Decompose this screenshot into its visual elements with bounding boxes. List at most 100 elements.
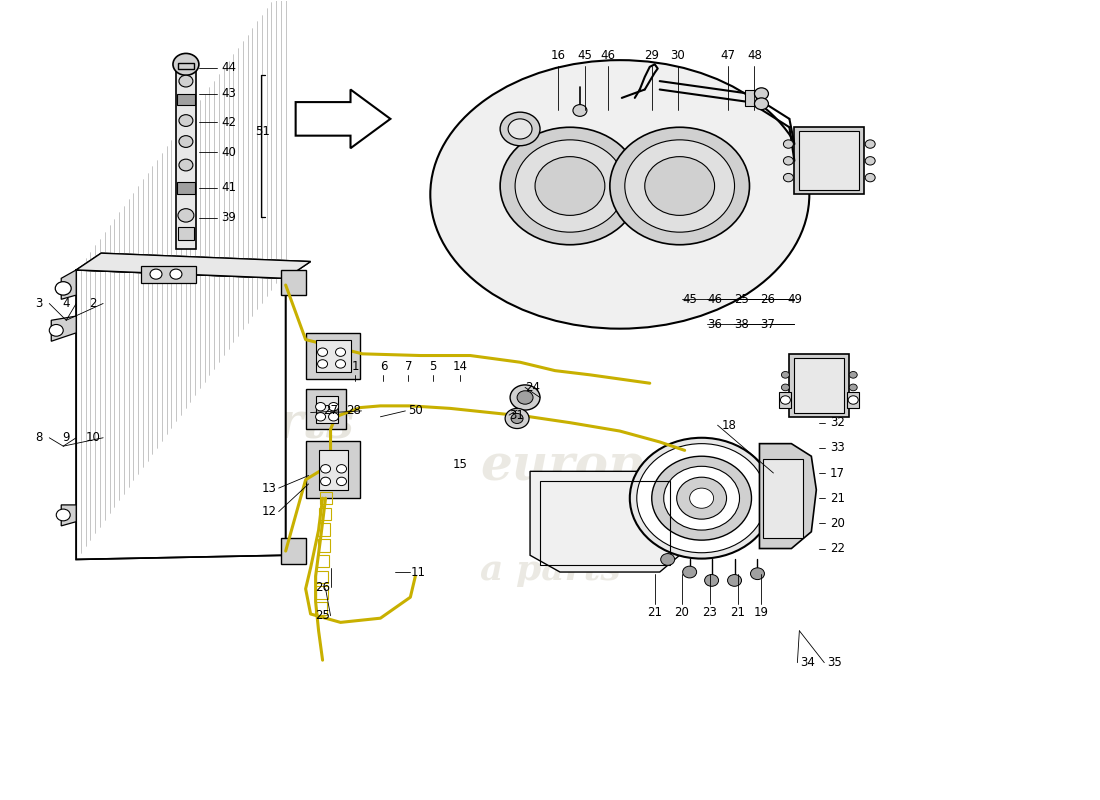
Bar — [319, 450, 348, 490]
Circle shape — [170, 269, 182, 279]
Text: 43: 43 — [221, 87, 236, 100]
Text: 20: 20 — [829, 517, 845, 530]
Text: 5: 5 — [430, 360, 437, 373]
Text: 38: 38 — [734, 318, 749, 331]
Bar — [316, 602, 327, 614]
Circle shape — [849, 371, 857, 378]
Text: 40: 40 — [221, 146, 236, 159]
Text: 23: 23 — [702, 606, 717, 619]
Circle shape — [500, 112, 540, 146]
Bar — [176, 64, 196, 249]
Bar — [280, 538, 306, 564]
Circle shape — [750, 568, 764, 579]
Circle shape — [676, 478, 727, 519]
Text: 37: 37 — [760, 318, 774, 331]
Circle shape — [179, 75, 192, 87]
Circle shape — [683, 566, 696, 578]
Bar — [306, 333, 361, 379]
Circle shape — [780, 396, 791, 404]
Circle shape — [651, 456, 751, 540]
Circle shape — [727, 574, 741, 586]
Text: 42: 42 — [221, 116, 236, 129]
Bar — [177, 94, 195, 106]
Circle shape — [515, 140, 625, 232]
Text: 30: 30 — [670, 50, 685, 62]
Bar — [316, 341, 351, 372]
Bar — [794, 127, 865, 194]
Circle shape — [609, 127, 749, 245]
Bar — [141, 266, 196, 282]
Text: 4: 4 — [63, 297, 70, 310]
Text: 34: 34 — [800, 656, 815, 669]
Bar — [306, 441, 361, 498]
Circle shape — [630, 438, 773, 558]
Bar — [320, 492, 331, 505]
Bar — [745, 90, 757, 106]
Bar — [280, 270, 306, 295]
Text: 21: 21 — [647, 606, 662, 619]
Circle shape — [690, 488, 714, 508]
Circle shape — [173, 54, 199, 75]
Circle shape — [783, 174, 793, 182]
Bar — [847, 392, 859, 408]
Circle shape — [329, 413, 339, 421]
Polygon shape — [296, 90, 390, 148]
Bar — [794, 358, 845, 413]
Text: 6: 6 — [379, 360, 387, 373]
Circle shape — [336, 360, 345, 368]
Circle shape — [329, 402, 339, 411]
Circle shape — [179, 114, 192, 126]
Text: 45: 45 — [578, 50, 592, 62]
Circle shape — [337, 478, 346, 486]
Circle shape — [781, 384, 790, 390]
Text: 7: 7 — [405, 360, 412, 373]
Bar — [317, 555, 329, 567]
Text: 26: 26 — [760, 293, 774, 306]
Ellipse shape — [430, 60, 810, 329]
Text: 25: 25 — [315, 609, 330, 622]
Text: 16: 16 — [550, 50, 565, 62]
Text: 46: 46 — [601, 50, 615, 62]
Polygon shape — [530, 471, 680, 572]
Circle shape — [150, 269, 162, 279]
Polygon shape — [52, 316, 76, 342]
Circle shape — [320, 478, 331, 486]
Text: 25: 25 — [734, 293, 749, 306]
Text: 17: 17 — [829, 466, 845, 479]
Circle shape — [512, 414, 524, 423]
Bar — [540, 482, 670, 566]
Text: 26: 26 — [315, 581, 330, 594]
Text: 18: 18 — [722, 418, 737, 432]
Text: 48: 48 — [747, 50, 762, 62]
Text: 19: 19 — [754, 606, 769, 619]
Text: 39: 39 — [221, 211, 236, 224]
Circle shape — [661, 554, 674, 566]
Text: 33: 33 — [829, 442, 845, 454]
Circle shape — [849, 384, 857, 390]
Circle shape — [663, 466, 739, 530]
Polygon shape — [62, 505, 76, 526]
Text: 27: 27 — [323, 405, 338, 418]
Circle shape — [705, 574, 718, 586]
Text: 12: 12 — [261, 505, 276, 518]
Circle shape — [866, 140, 876, 148]
Bar — [317, 570, 329, 583]
Polygon shape — [76, 270, 286, 559]
Polygon shape — [76, 253, 310, 278]
Bar — [316, 586, 328, 599]
Bar — [316, 396, 338, 422]
Text: 15: 15 — [453, 458, 468, 471]
Circle shape — [318, 360, 328, 368]
Text: 21: 21 — [829, 492, 845, 505]
Text: 21: 21 — [730, 606, 745, 619]
Text: 45: 45 — [682, 293, 697, 306]
Circle shape — [645, 157, 715, 215]
Circle shape — [55, 282, 72, 295]
Circle shape — [316, 402, 326, 411]
Bar — [780, 392, 791, 408]
Circle shape — [178, 209, 194, 222]
Text: 46: 46 — [707, 293, 722, 306]
Text: europarts: europarts — [481, 442, 754, 490]
Circle shape — [508, 119, 532, 139]
Text: 1: 1 — [352, 360, 360, 373]
